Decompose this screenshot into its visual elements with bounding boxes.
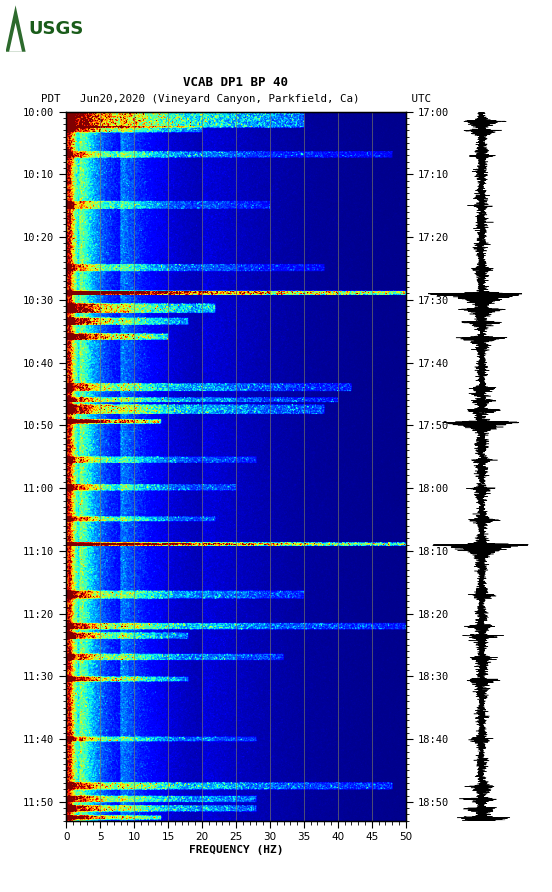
Polygon shape	[6, 5, 25, 52]
Text: VCAB DP1 BP 40: VCAB DP1 BP 40	[183, 76, 289, 89]
Polygon shape	[9, 22, 22, 52]
Text: USGS: USGS	[29, 20, 84, 37]
X-axis label: FREQUENCY (HZ): FREQUENCY (HZ)	[189, 846, 283, 855]
Text: PDT   Jun20,2020 (Vineyard Canyon, Parkfield, Ca)        UTC: PDT Jun20,2020 (Vineyard Canyon, Parkfie…	[41, 95, 431, 104]
